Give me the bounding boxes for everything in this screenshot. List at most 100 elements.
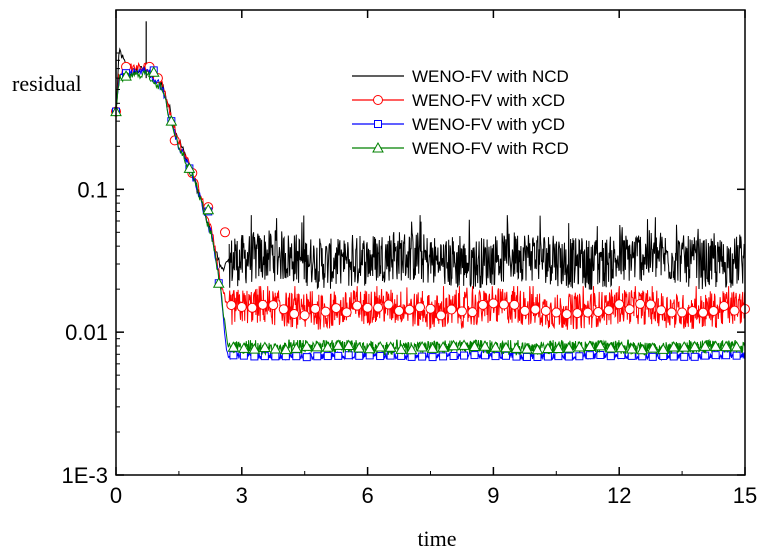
data-point [300,340,313,351]
data-point [615,341,628,353]
data-point [690,352,699,361]
data-point [500,341,512,353]
data-point [491,352,500,361]
y-axis-title: residual [12,71,82,96]
data-point [418,352,427,361]
data-point [583,340,596,351]
data-point [292,352,301,361]
data-point [355,351,364,360]
data-point [677,307,688,318]
data-point [404,304,415,315]
x-tick-label: 6 [361,483,373,508]
series-line [115,69,746,357]
data-point [352,300,363,311]
data-point [202,203,215,215]
data-point [363,342,376,354]
data-point [289,308,300,319]
data-point [407,352,416,361]
data-point [551,307,562,318]
series-layer [110,17,750,362]
axes-layer: 0 3 6 9 12 15 1E-3 0.01 0.1 [62,9,757,508]
data-point [554,352,563,361]
data-point [165,115,178,126]
data-point [458,339,470,350]
data-point [582,307,593,318]
data-point [376,352,385,361]
data-point [247,302,258,313]
data-point [456,306,467,317]
data-point [341,307,352,318]
data-point [238,342,250,353]
data-point [384,341,397,352]
data-point [353,342,366,353]
data-point [522,352,531,361]
data-point [722,351,731,360]
data-point [575,352,584,361]
data-point [449,351,458,360]
data-point [439,352,448,361]
data-point [479,340,491,351]
data-point [470,351,479,360]
series-weno-fv-with-rcd [110,66,746,357]
data-point [635,298,646,309]
data-point [510,342,523,353]
data-point [636,343,649,355]
data-point [720,340,732,352]
series-line [115,61,746,330]
data-point [447,339,460,351]
data-point [477,299,488,310]
data-point [701,351,710,360]
data-point [648,352,657,361]
legend-label: WENO-FV with RCD [412,139,569,158]
legend-label: WENO-FV with NCD [412,67,569,86]
data-point [542,342,554,353]
x-axis-title: time [417,526,456,551]
legend: WENO-FV with NCD WENO-FV with xCD WENO-FV … [352,67,569,158]
data-point [321,341,334,352]
data-point [372,141,384,153]
data-point [323,352,332,361]
data-point [540,305,551,316]
data-point [688,340,701,352]
data-point [147,66,160,77]
data-point [667,340,680,352]
x-tick-label: 15 [733,483,757,508]
data-point [435,310,446,321]
data-point [394,305,405,316]
data-point [564,352,573,361]
data-point [437,341,449,352]
data-point [236,302,247,313]
data-point [680,352,689,361]
data-point [687,306,698,317]
plot-area [110,17,750,362]
data-point [708,305,719,316]
data-point [227,341,240,352]
data-point [467,307,478,318]
data-point [561,309,572,320]
data-point [212,277,225,288]
data-point [426,342,439,353]
data-point [468,340,481,352]
data-point [552,342,565,354]
data-point [669,352,678,361]
data-point [460,351,469,360]
y-tick-label: 0.01 [65,320,108,345]
data-point [594,339,607,351]
legend-item-weno-fv-with-rcd: WENO-FV with RCD [352,139,569,158]
data-point [425,303,436,314]
data-point [596,350,605,359]
x-tick-label: 0 [110,483,122,508]
data-point [530,304,541,315]
data-point [656,305,667,316]
data-point [415,302,426,313]
data-point [268,300,279,311]
data-point [563,342,575,353]
data-point [250,352,259,361]
data-point [313,352,322,361]
data-point [593,307,604,318]
legend-label: WENO-FV with yCD [412,115,565,134]
data-point [257,299,268,310]
data-point [719,300,730,311]
data-point [698,307,709,318]
data-point [290,342,303,353]
